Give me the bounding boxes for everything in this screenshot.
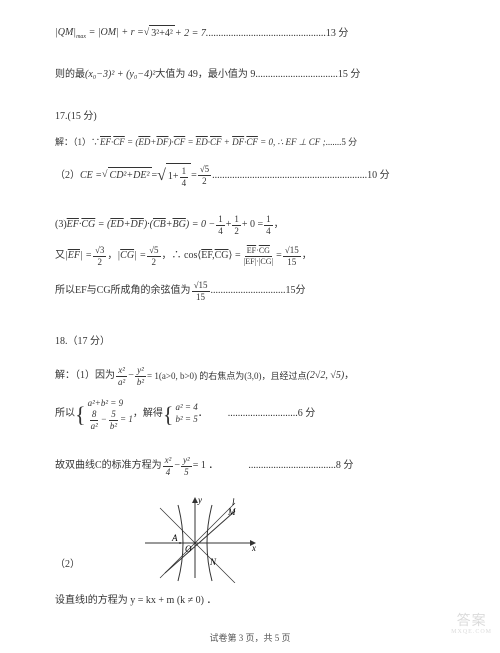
point-m-label: M: [227, 507, 236, 517]
q18-s4: 设直线l的方程为 y = kx + m (k ≠ 0) ．: [55, 593, 445, 609]
q17-s3a: (3) EF·CG = (ED+DF)·(CB+BG) = 0 − 14 + 1…: [55, 215, 445, 236]
dotfill: ...................................: [248, 458, 336, 474]
line-l-label: l: [232, 497, 235, 507]
score-8: 8 分: [336, 458, 354, 474]
brace-system-1: { a²+b² = 9 8a² − 5b² = 1: [75, 397, 133, 432]
score-15: 15 分: [338, 67, 361, 83]
axis-y-label: y: [197, 495, 202, 505]
q17-s3c: 所以EF与CG所成角的余弦值为 √1515 ..................…: [55, 281, 445, 302]
score-15b: 15分: [286, 283, 306, 299]
origin-label: O: [185, 544, 192, 554]
score-5: 5 分: [341, 135, 357, 149]
dotfill: .......: [326, 135, 342, 149]
point-n-label: N: [209, 557, 217, 567]
line-max-min: 则的最 (x₀−3)² + (y₀−4)² 大值为 49，最小值为 9. ...…: [55, 67, 445, 83]
axis-x-label: x: [251, 543, 256, 553]
q18-header: 18.（17 分）: [55, 334, 445, 350]
hyperbola-graph: y x O A M N l: [140, 493, 260, 583]
score-6: 6 分: [298, 406, 316, 422]
dotfill: ............................: [228, 406, 298, 422]
dotfill: ........................................…: [208, 26, 326, 42]
score-13: 13 分: [326, 26, 349, 42]
q17-s2: （2） CE = √CD²+DE² = √ 1+ 14 = √52 ......…: [55, 163, 445, 189]
dotfill: ........................................…: [212, 168, 367, 184]
sqrt-3sq4sq: √3²+4²: [144, 25, 175, 42]
dotfill: ................................: [258, 67, 338, 83]
q17-header: 17.(15 分): [55, 109, 445, 125]
q17-s1: 解：（1）∵ EF·CF = (ED+DF)·CF = ED·CF + DF·C…: [55, 135, 445, 149]
brace-system-2: { a² = 4 b² = 5: [163, 397, 198, 432]
line-qm-max: |QM|max = |OM| + r = √3²+4² + 2 = 7. ...…: [55, 25, 445, 43]
label-part2: （2）: [55, 557, 80, 573]
score-10: 10 分: [367, 168, 390, 184]
q18-s1: 解：（1）因为 x²a² − y²b² = 1(a>0, b>0) 的右焦点为(…: [55, 366, 445, 387]
q18-graph-row: （2） y x O A M N l: [55, 487, 445, 593]
q18-s3: 故双曲线C的标准方程为 x²4 − y²5 = 1 ． ............…: [55, 456, 445, 477]
dotfill: ..............................: [211, 283, 286, 299]
q17-s3b: 又 |EF| = √32 ， |CG| = √52 ，∴ cos⟨EF,CG⟩ …: [55, 246, 445, 267]
page-footer: 试卷第 3 页，共 5 页: [0, 631, 500, 645]
watermark: 答案 MXQE.COM: [451, 615, 492, 635]
q18-s2: 所以 { a²+b² = 9 8a² − 5b² = 1 ，解得 { a² = …: [55, 397, 445, 432]
point-a-label: A: [171, 533, 178, 543]
